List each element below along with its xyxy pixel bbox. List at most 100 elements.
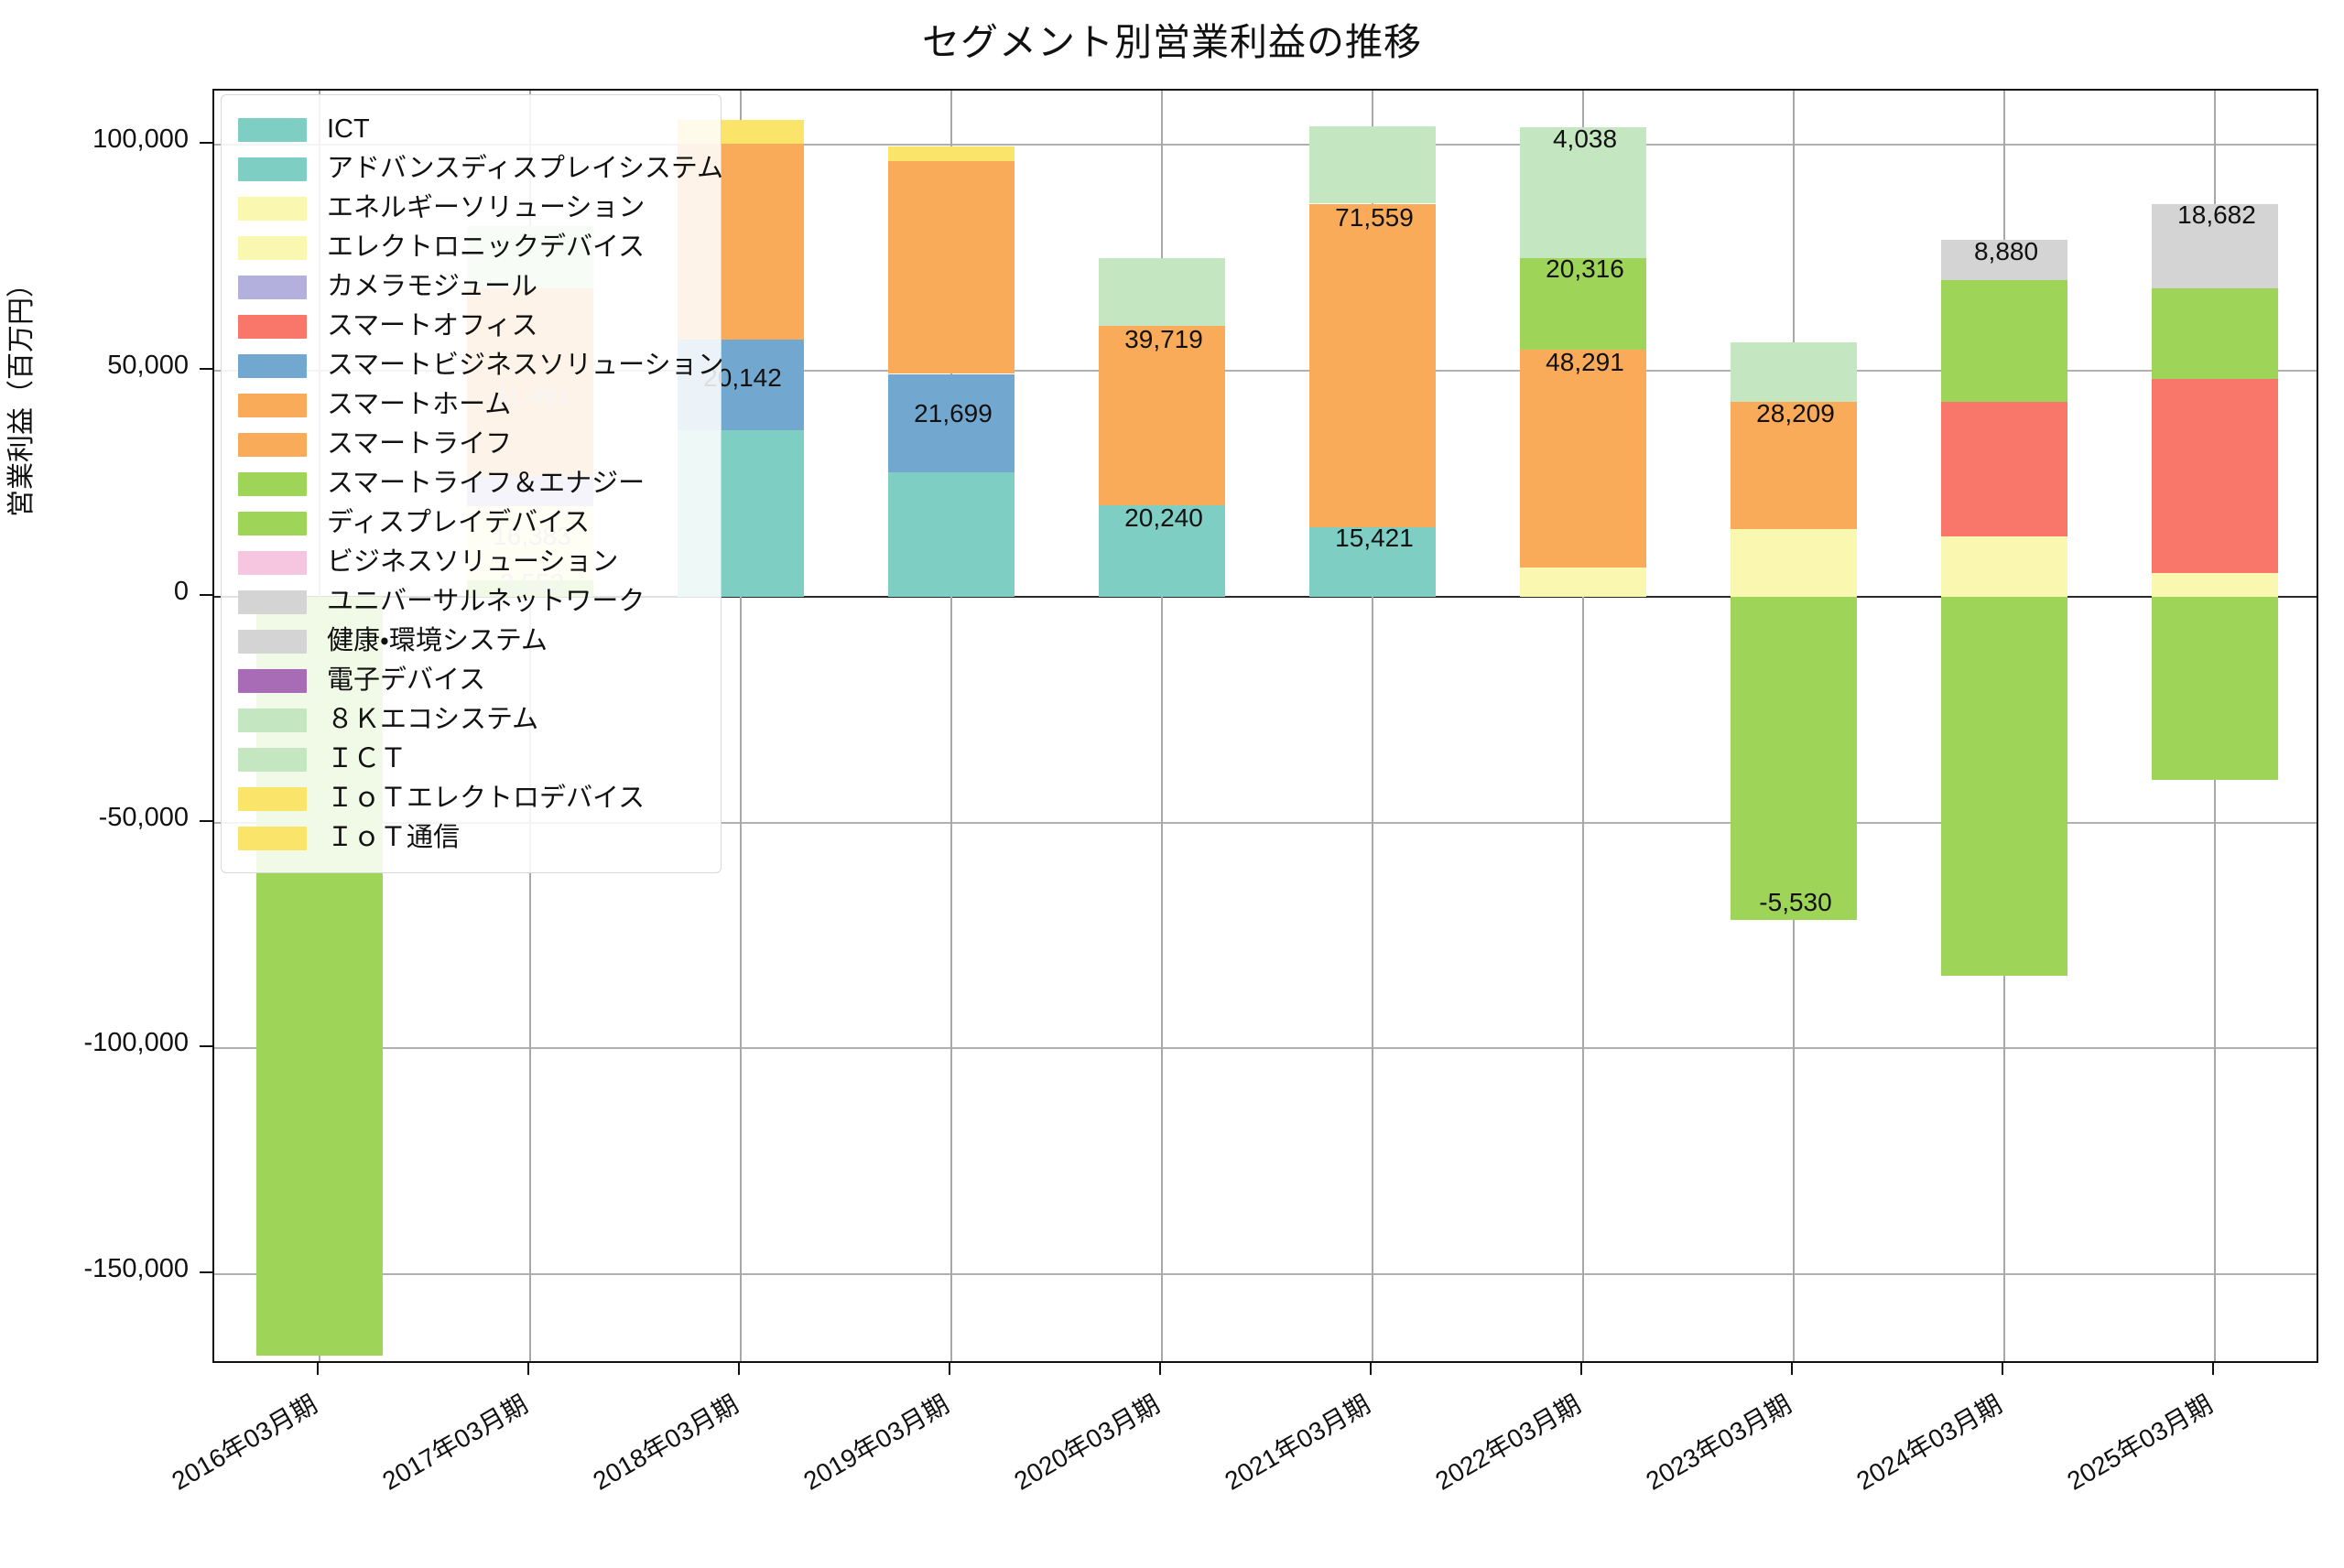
bar-value-label: 39,719 — [1124, 324, 1203, 353]
bar-segment[interactable] — [2152, 573, 2278, 597]
y-tick-label: 0 — [173, 576, 189, 606]
y-tick-label: 50,000 — [107, 351, 189, 381]
legend-item-label: スマートオフィス — [327, 311, 538, 341]
legend-item-label: スマートビジネスソリューション — [327, 351, 724, 380]
legend-item[interactable]: エレクトロニックデバイス — [238, 228, 704, 267]
bar-value-label: 48,291 — [1546, 347, 1624, 376]
gridline-y-100000 — [214, 144, 2317, 146]
legend-item-label: 電子デバイス — [327, 665, 486, 695]
legend-swatch-icon — [238, 668, 307, 693]
legend-item[interactable]: スマートライフ — [238, 425, 704, 464]
legend-item-label: ディスプレイデバイス — [327, 508, 591, 537]
legend-swatch-icon — [238, 589, 307, 614]
x-tick-mark — [738, 1363, 740, 1375]
legend-swatch-icon — [238, 275, 307, 299]
bar-segment[interactable] — [2152, 203, 2278, 289]
bar-segment[interactable] — [1941, 239, 2067, 280]
bar-segment[interactable] — [888, 161, 1015, 374]
bar-segment[interactable] — [1099, 258, 1225, 326]
bar-segment[interactable] — [1731, 528, 1857, 597]
bar-segment[interactable] — [1731, 596, 1857, 920]
x-tick-mark — [1791, 1363, 1793, 1375]
bar-value-label: 8,880 — [1973, 236, 2039, 265]
legend-item-label: カメラモジュール — [327, 272, 537, 301]
legend-item-label: ＩｏＴ通信 — [327, 823, 461, 852]
bar-segment[interactable] — [1099, 325, 1225, 505]
bar-value-label: 4,038 — [1552, 124, 1618, 154]
legend-swatch-icon — [238, 196, 307, 221]
y-axis-title: 営業利益（百万円） — [6, 270, 37, 517]
plot-area: 3,55216,3836,74741,49120,14221,69920,240… — [212, 89, 2318, 1363]
legend-item[interactable]: スマートライフ＆エナジー — [238, 464, 704, 503]
legend-item[interactable]: アドバンスディスプレイシステム — [238, 149, 723, 189]
bar-value-label: 18,682 — [2177, 200, 2256, 230]
y-tick-label: -100,000 — [83, 1028, 190, 1058]
bar-value-label: 71,559 — [1335, 202, 1414, 232]
legend-swatch-icon — [238, 826, 307, 850]
legend-item[interactable]: スマートオフィス — [238, 307, 704, 346]
legend-swatch-icon — [238, 117, 307, 142]
legend-swatch-icon — [238, 353, 307, 378]
legend-item[interactable]: ＩｏＴ通信 — [238, 818, 704, 858]
x-tick-mark — [1580, 1363, 1582, 1375]
legend-item[interactable]: ビジネスソリューション — [238, 543, 704, 582]
legend-item[interactable]: ディスプレイデバイス — [238, 503, 704, 543]
legend-swatch-icon — [238, 314, 307, 339]
legend-item[interactable]: ユニバーサルネットワーク — [238, 582, 704, 622]
legend-item[interactable]: 電子デバイス — [238, 661, 704, 700]
bar-segment[interactable] — [1309, 526, 1436, 597]
bar-segment[interactable] — [888, 373, 1015, 472]
bar-segment[interactable] — [1941, 535, 2067, 597]
legend-swatch-icon — [238, 708, 307, 732]
bar-value-label: 21,699 — [914, 399, 993, 428]
bar-segment[interactable] — [1941, 279, 2067, 403]
legend-item-label: アドバンスディスプレイシステム — [327, 154, 723, 183]
legend-item[interactable]: スマートビジネスソリューション — [238, 346, 724, 385]
bar-value-label: 20,240 — [1124, 503, 1203, 532]
bar-segment[interactable] — [1731, 401, 1857, 529]
page-title: セグメント別営業利益の推移 — [922, 21, 1422, 63]
bar-value-label: -5,530 — [1759, 887, 1832, 916]
bar-segment[interactable] — [1309, 126, 1436, 204]
bar-value-label: 15,421 — [1335, 524, 1414, 553]
x-tick-mark — [2212, 1363, 2214, 1375]
legend-swatch-icon — [238, 786, 307, 811]
legend-item[interactable]: エネルギーソリューション — [238, 189, 704, 228]
gridline-x-6 — [1582, 91, 1584, 1361]
bar-segment[interactable] — [1099, 504, 1225, 597]
gridline-y-50000 — [214, 370, 2317, 373]
legend-item[interactable]: ８Ｋエコシステム — [238, 700, 704, 740]
legend-item-label: エレクトロニックデバイス — [327, 232, 646, 262]
legend-item[interactable]: スマートホーム — [238, 385, 704, 425]
x-tick-mark — [949, 1363, 950, 1375]
legend-item-label: ユニバーサルネットワーク — [327, 587, 646, 616]
legend-item[interactable]: ICT — [238, 110, 704, 149]
x-tick-mark — [1370, 1363, 1372, 1375]
bar-segment[interactable] — [2152, 288, 2278, 379]
bar-segment[interactable] — [1520, 127, 1646, 258]
y-tick-mark — [200, 142, 212, 145]
legend-swatch-icon — [238, 157, 307, 181]
bar-segment[interactable] — [1520, 349, 1646, 568]
legend-item-label: ICT — [327, 114, 370, 144]
bar-segment[interactable] — [1941, 402, 2067, 536]
bar-segment[interactable] — [1731, 341, 1857, 402]
legend-item[interactable]: 健康・環境システム — [238, 622, 704, 661]
bar-segment[interactable] — [888, 471, 1015, 597]
legend-item-label: エネルギーソリューション — [327, 193, 646, 222]
bar-segment[interactable] — [2152, 378, 2278, 574]
bar-segment[interactable] — [1941, 596, 2067, 977]
bar-segment[interactable] — [1520, 257, 1646, 350]
y-tick-mark — [200, 819, 212, 822]
bar-segment[interactable] — [1309, 203, 1436, 527]
legend-item-label: ビジネスソリューション — [327, 547, 619, 577]
gridline-x-5 — [1372, 91, 1373, 1361]
legend-item-label: ＩＣＴ — [327, 744, 407, 773]
legend-item[interactable]: ＩＣＴ — [238, 740, 704, 779]
bar-segment[interactable] — [888, 146, 1015, 161]
bar-segment[interactable] — [2152, 596, 2278, 780]
legend-item[interactable]: ＩｏＴエレクトロデバイス — [238, 779, 704, 818]
bar-segment[interactable] — [1520, 568, 1646, 597]
legend-item[interactable]: カメラモジュール — [238, 267, 704, 307]
gridline-y--100000 — [214, 1047, 2317, 1050]
